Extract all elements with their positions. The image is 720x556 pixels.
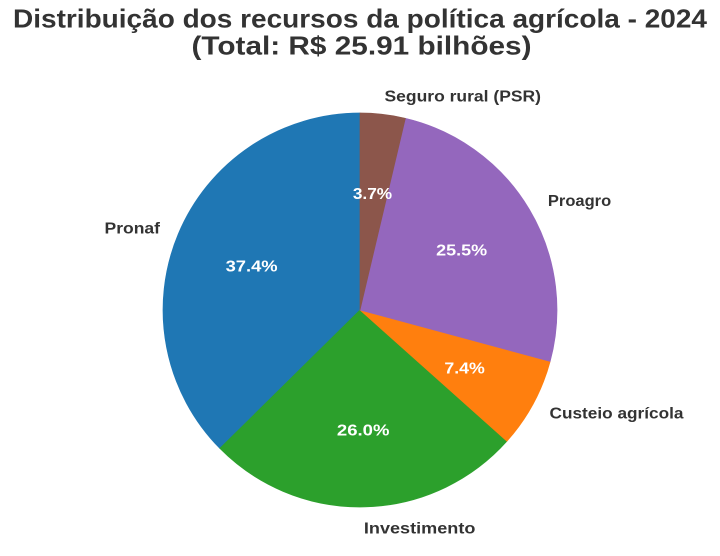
svg-text:Custeio agrícola: Custeio agrícola	[550, 406, 684, 423]
svg-text:25.5%: 25.5%	[436, 243, 487, 260]
svg-text:Pronaf: Pronaf	[105, 220, 161, 237]
svg-text:3.7%: 3.7%	[353, 186, 392, 203]
svg-text:26.0%: 26.0%	[337, 423, 390, 440]
svg-text:Distribuição dos recursos da p: Distribuição dos recursos da política ag…	[13, 4, 708, 34]
svg-text:7.4%: 7.4%	[444, 361, 485, 378]
svg-text:(Total: R$ 25.91 bilhões): (Total: R$ 25.91 bilhões)	[192, 31, 532, 61]
svg-text:Proagro: Proagro	[548, 193, 612, 210]
svg-text:Investimento: Investimento	[364, 521, 476, 538]
svg-text:Seguro rural (PSR): Seguro rural (PSR)	[385, 89, 542, 106]
svg-text:37.4%: 37.4%	[226, 258, 278, 275]
